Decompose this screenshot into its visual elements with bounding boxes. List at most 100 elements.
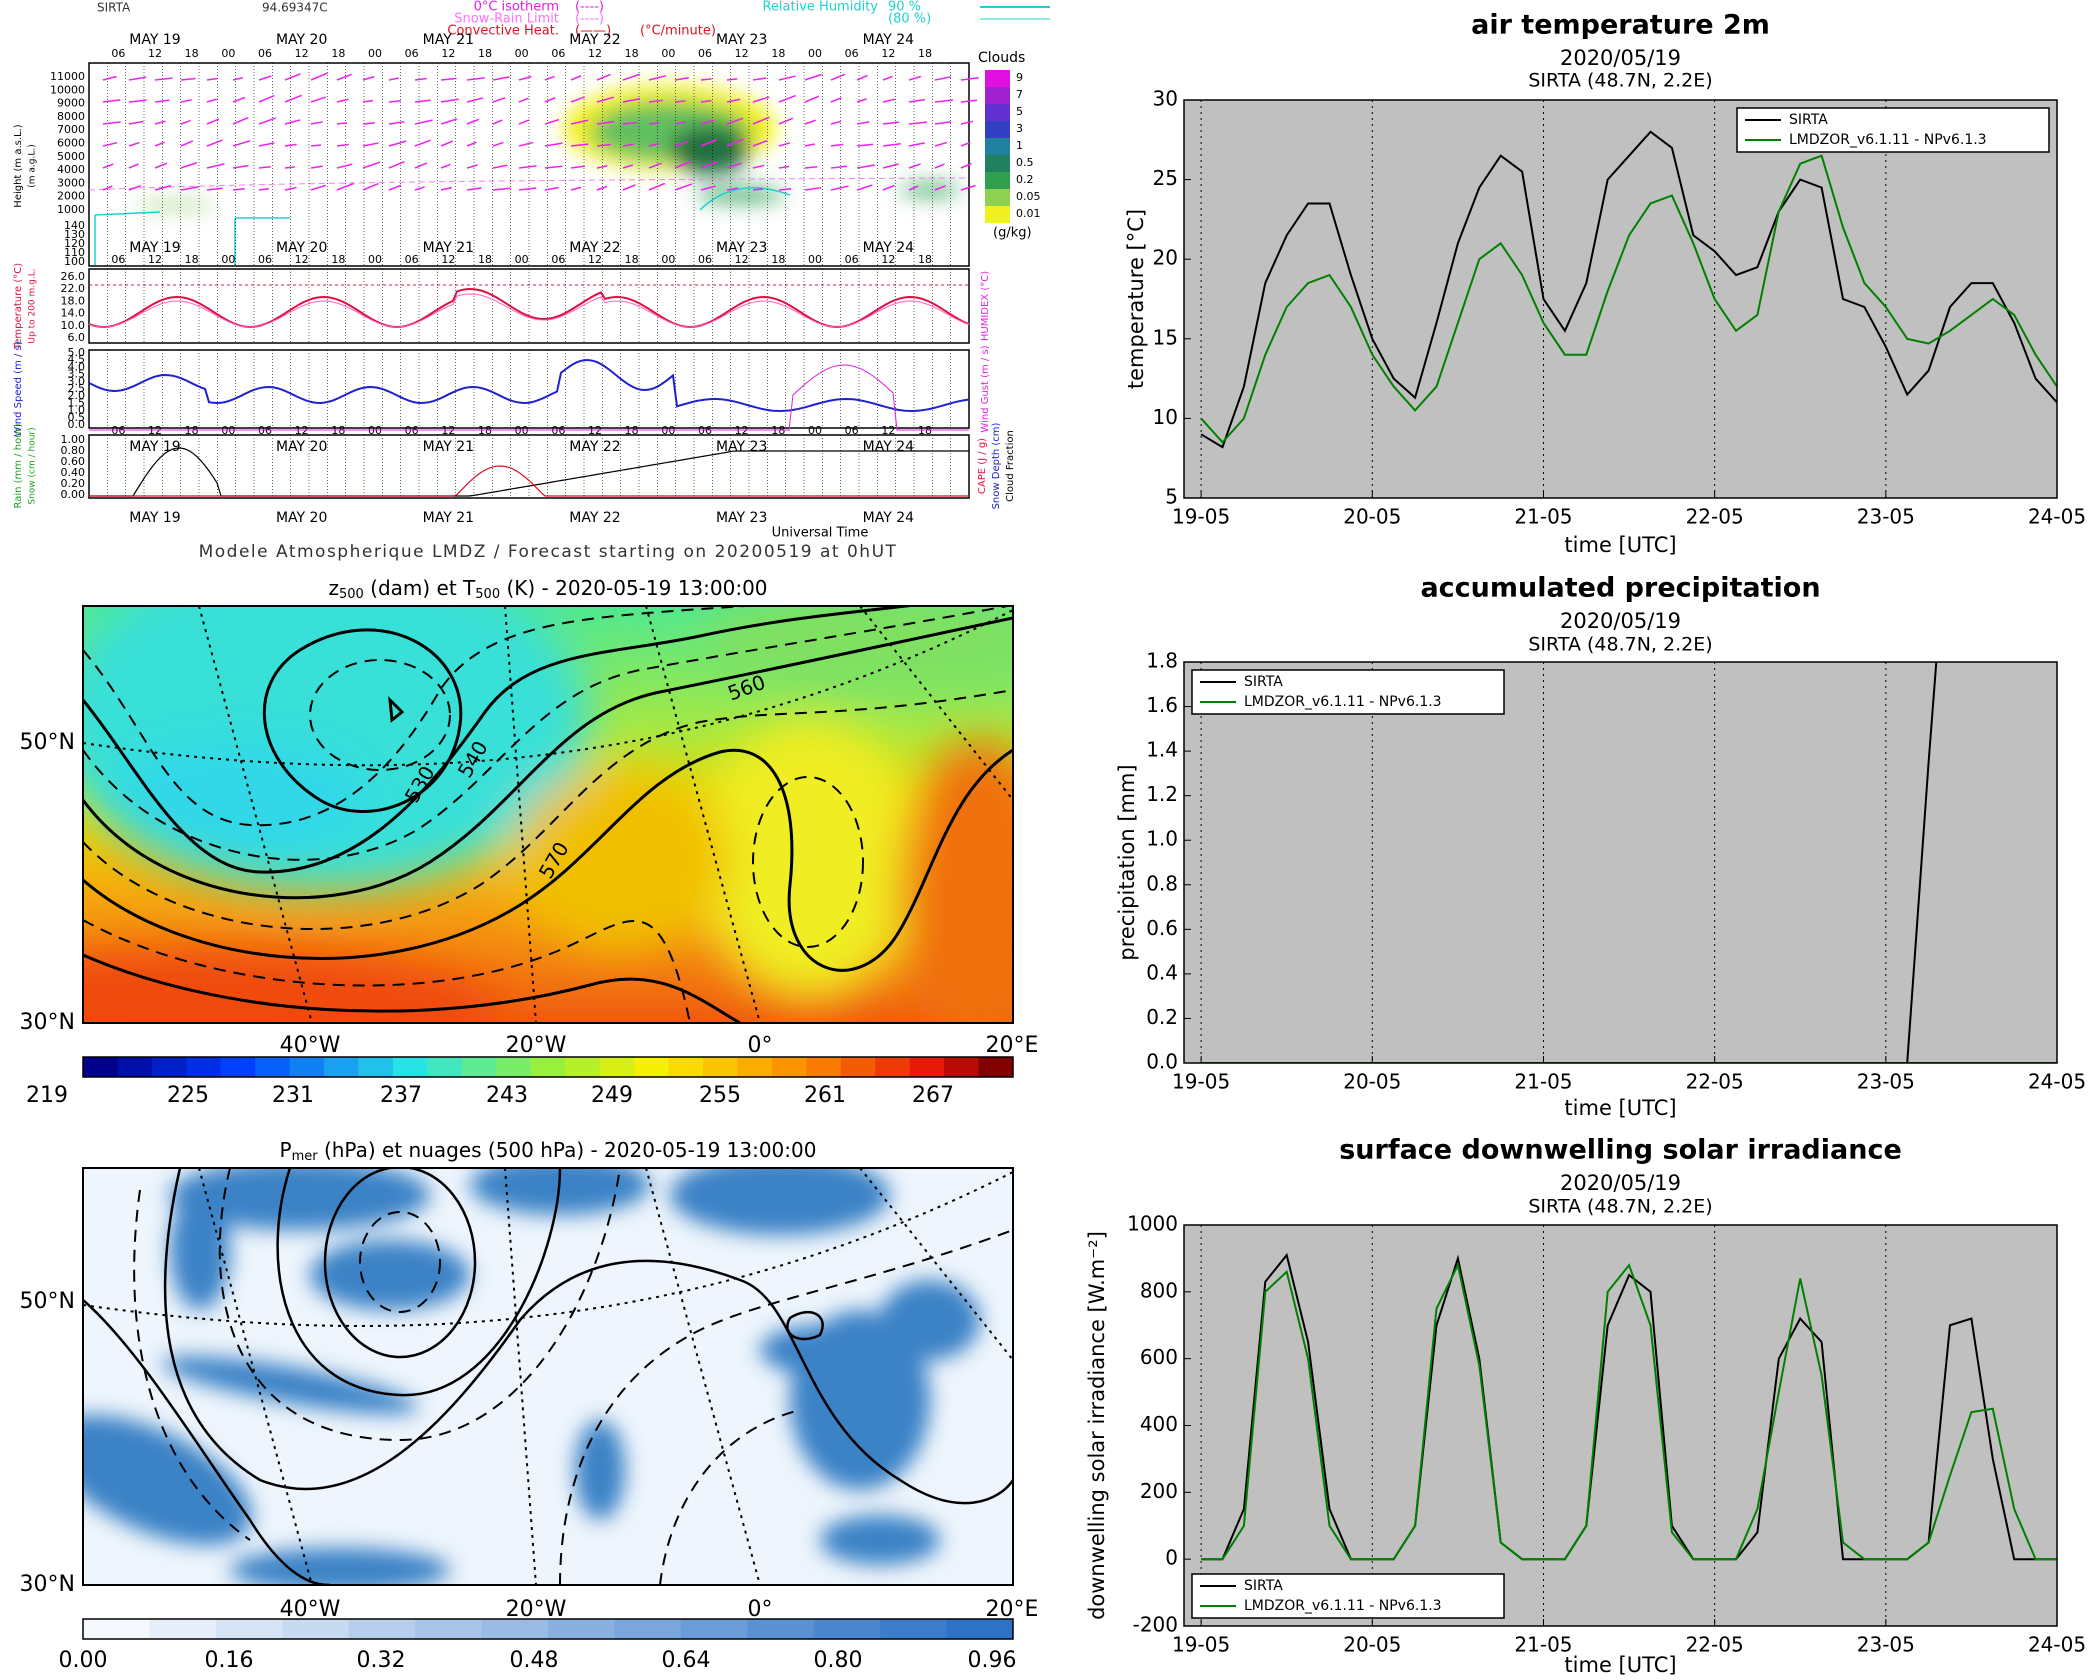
tick-label: 1000 (57, 203, 85, 216)
wind-arrow (336, 122, 348, 125)
colorbar-cell (565, 1057, 601, 1077)
colorbar-cell (220, 1057, 256, 1077)
day-label: MAY 19 (129, 240, 180, 256)
colorbar-tick-label: 261 (804, 1083, 846, 1108)
colorbar-cell (771, 1057, 807, 1077)
wind-arrow (830, 97, 842, 103)
hour-label: 00 (221, 47, 235, 60)
x-tick-label: 22-05 (1686, 1070, 1744, 1094)
x-tick-label: 23-05 (1857, 505, 1915, 529)
hour-label: 18 (625, 47, 639, 60)
hour-label: 00 (368, 47, 382, 60)
wind-arrow (934, 163, 945, 169)
x-tick-label: 19-05 (1172, 1070, 1230, 1094)
wind-arrow (258, 142, 275, 147)
tick-label: 0.0 (68, 418, 86, 431)
wind-arrow (310, 184, 327, 191)
axis-title: Wind Gust (m / s) (980, 345, 991, 432)
map-title: Pmer (hPa) et nuages (500 hPa) - 2020-05… (280, 1138, 817, 1164)
wind-arrow (726, 187, 739, 191)
wind-arrow (544, 186, 559, 191)
wind-arrow (388, 121, 405, 125)
wind-arrow (700, 160, 718, 169)
day-label: MAY 19 (129, 510, 180, 526)
wind-arrow (154, 77, 173, 81)
legend-label: Relative Humidity (762, 0, 878, 15)
y-tick-label: 600 (1140, 1345, 1178, 1369)
wind-arrow (310, 96, 327, 103)
hour-label: 06 (111, 253, 125, 266)
y-tick-label: 1.8 (1146, 649, 1178, 673)
colorbar-cell (747, 1619, 815, 1639)
lon-label: 20°W (506, 1597, 567, 1622)
hour-label: 06 (111, 47, 125, 60)
colorbar-cell (151, 1057, 187, 1077)
map-title-part: (hPa) et nuages (500 hPa) - 2020-05-19 1… (318, 1138, 817, 1162)
wind-arrow (232, 164, 249, 169)
colorbar-tick-label: 0.48 (510, 1648, 559, 1673)
y-tick-label: 200 (1140, 1479, 1178, 1503)
hour-label: 00 (661, 47, 675, 60)
wind-arrow (310, 72, 328, 81)
colorbar-cell (680, 1619, 748, 1639)
wind-arrow (180, 140, 194, 147)
wind-arrow (804, 73, 823, 81)
meridian (198, 606, 313, 1023)
series-line (1201, 1262, 2057, 1561)
wind-arrow (700, 78, 712, 81)
humidex-curve (88, 293, 970, 328)
contour (83, 606, 920, 874)
tick-label: 140 (64, 219, 85, 232)
meridian (859, 1168, 1013, 1361)
colorbar-frame (82, 1618, 1014, 1640)
hour-label: 00 (221, 253, 235, 266)
tick-label: 4.0 (68, 360, 86, 373)
wind-arrow (726, 117, 744, 125)
wind-arrow (934, 120, 952, 125)
day-label: MAY 21 (423, 510, 474, 526)
wind-arrow (284, 186, 297, 191)
plot-frame (1183, 99, 2058, 499)
wind-arrow (934, 76, 952, 81)
axis-title: Snow Depth (cm) (991, 422, 1002, 509)
wind-arrow (336, 143, 349, 147)
x-tick-label: 24-05 (2028, 1070, 2086, 1094)
wind-arrow (492, 187, 511, 191)
y-tick-label: 1.4 (1146, 738, 1178, 762)
day-label: MAY 20 (276, 240, 327, 256)
tick-label: 1.5 (68, 396, 86, 409)
legend-label: 0°C isotherm (474, 0, 559, 15)
cloud-blob (670, 125, 750, 175)
wind-arrow (570, 165, 585, 169)
day-label: MAY 24 (863, 240, 914, 256)
y-axis-label: temperature [°C] (1124, 209, 1148, 389)
wind-arrow (154, 184, 172, 191)
hour-label: 06 (845, 47, 859, 60)
colorbar-tick-label: 0.96 (968, 1648, 1017, 1673)
wind-arrow (752, 188, 764, 191)
map-title-part: 500 (475, 587, 500, 602)
day-label: MAY 23 (716, 240, 767, 256)
wind-arrow (128, 163, 139, 169)
contours (83, 606, 1013, 1023)
tick-label: 100 (64, 255, 85, 268)
hour-label: 06 (258, 253, 272, 266)
day-label: MAY 20 (276, 32, 327, 48)
axis-title: Cloud Fraction (1005, 430, 1016, 502)
wind-arrow (596, 165, 608, 169)
wind-arrow (154, 162, 168, 169)
warm-field (700, 720, 920, 1000)
tick-label: 10000 (50, 83, 85, 96)
day-label: MAY 21 (423, 32, 474, 48)
wind-arrow (440, 77, 457, 81)
wind-arrow (128, 141, 140, 147)
tick-label: 7000 (57, 123, 85, 136)
wind-arrow (726, 78, 738, 81)
legend-label: LMDZOR_v6.1.11 - NPv6.1.3 (1244, 694, 1442, 710)
x-tick-label: 21-05 (1514, 1633, 1572, 1657)
x-tick-label: 20-05 (1343, 1633, 1401, 1657)
warm-field (83, 950, 500, 1023)
wind-arrow (934, 99, 953, 103)
colorbar-frame (82, 1056, 1014, 1078)
